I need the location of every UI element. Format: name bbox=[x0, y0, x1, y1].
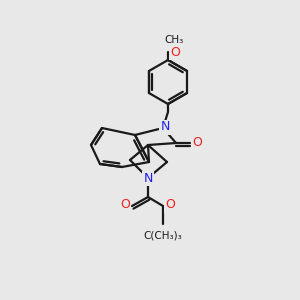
Text: O: O bbox=[165, 199, 175, 212]
Text: N: N bbox=[160, 121, 170, 134]
Text: O: O bbox=[192, 136, 202, 149]
Text: O: O bbox=[170, 46, 180, 59]
Text: O: O bbox=[120, 199, 130, 212]
Text: N: N bbox=[143, 172, 153, 184]
Text: CH₃: CH₃ bbox=[164, 35, 184, 45]
Text: C(CH₃)₃: C(CH₃)₃ bbox=[144, 231, 182, 241]
